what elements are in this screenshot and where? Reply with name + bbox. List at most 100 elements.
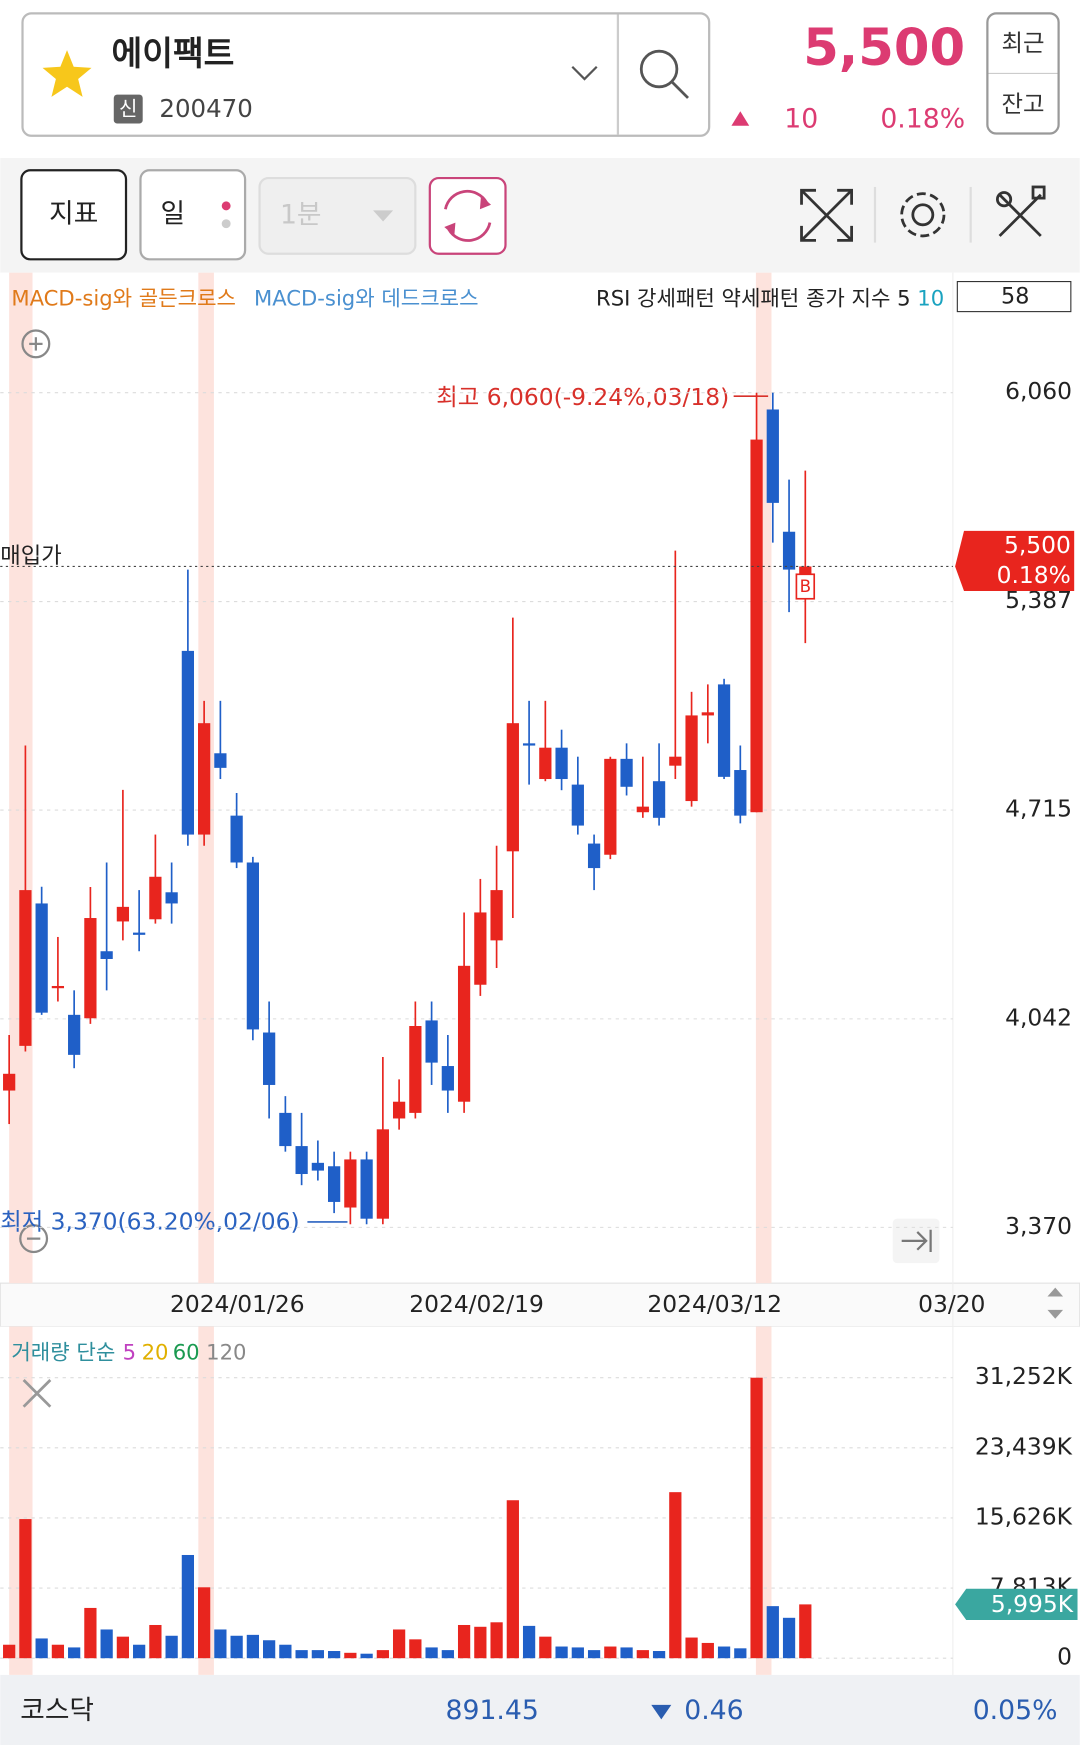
search-icon-handle (671, 81, 689, 99)
volume-bar (652, 1651, 666, 1659)
volume-bar (392, 1629, 406, 1659)
y-tick-label: 6,060 (1005, 377, 1072, 405)
volume-bar (279, 1644, 292, 1659)
candle-body (669, 756, 682, 766)
price-change: 10 (784, 104, 818, 135)
volume-bar (133, 1644, 146, 1659)
volume-bar (799, 1604, 812, 1659)
volume-legend-120: 120 (206, 1339, 246, 1364)
candle-body (3, 1073, 16, 1091)
dot (221, 219, 231, 229)
y-tick-label: 15,626K (975, 1502, 1073, 1530)
volume-bar (474, 1626, 487, 1659)
current-price-label: 5,500 (1004, 531, 1071, 559)
current-price: 5,500 (803, 18, 965, 78)
volume-bar (766, 1606, 779, 1659)
current-volume-label: 5,995K (991, 1590, 1074, 1618)
candle-body (750, 439, 763, 813)
candle-body (392, 1101, 406, 1119)
down-triangle (651, 1704, 672, 1720)
candle-body (246, 862, 259, 1030)
candle-body (116, 906, 130, 922)
pattern-band (9, 272, 33, 1284)
candle-body (766, 409, 779, 503)
candle-body (344, 1159, 357, 1208)
candle-body (360, 1159, 373, 1219)
candle-body (506, 723, 519, 852)
volume-bar (555, 1646, 568, 1659)
volume-legend-5: 5 (123, 1339, 136, 1364)
volume-bar (100, 1629, 113, 1659)
candle-body (734, 770, 747, 816)
volume-legend-60: 60 (173, 1339, 200, 1364)
y-tick-label: 4,042 (1005, 1003, 1072, 1031)
volume-bar (701, 1642, 714, 1659)
market-index: 891.45 (445, 1695, 538, 1726)
candle-body (539, 747, 552, 780)
candle-body (441, 1066, 454, 1091)
candle-body (701, 712, 714, 716)
refresh-button[interactable] (428, 176, 507, 255)
volume-bar (165, 1635, 178, 1659)
volume-legend: 거래량 단순 (11, 1339, 115, 1364)
search-box[interactable] (21, 12, 711, 137)
candle-body (522, 743, 536, 746)
low-annotation: 최저 3,370(63.20%,02/06) (0, 1208, 299, 1236)
rsi-value: 58 (1001, 284, 1029, 310)
volume-bg (0, 1326, 1080, 1675)
candle-body (685, 715, 698, 802)
market-change: 0.46 (684, 1695, 743, 1726)
indicator-label: 지표 (49, 198, 98, 229)
y-tick-label: 0 (1057, 1643, 1072, 1671)
favorite-star[interactable] (42, 50, 92, 97)
dot (221, 201, 231, 211)
change-rate: 0.18% (880, 104, 965, 135)
purchase-marker: B (800, 577, 811, 596)
candle-body (311, 1162, 324, 1171)
candle-body (620, 758, 633, 787)
x-tick-label: 03/20 (918, 1290, 985, 1318)
indicator-button[interactable] (20, 169, 128, 261)
volume-bar (782, 1617, 796, 1659)
tools-icon[interactable] (996, 185, 1046, 237)
x-tick-label: 2024/01/26 (170, 1290, 305, 1318)
candle-body (198, 723, 211, 835)
rsi-value-box (956, 281, 1072, 313)
zoom-in-icon[interactable] (21, 329, 51, 359)
legend-dead: MACD-sig와 데드크로스 (254, 285, 479, 310)
settings-icon[interactable] (900, 192, 946, 238)
current-price-tag (955, 530, 1075, 591)
close-icon[interactable] (22, 1378, 52, 1408)
dropdown-icon[interactable] (571, 65, 598, 81)
zoom-out-icon[interactable] (19, 1224, 49, 1254)
volume-bar (246, 1634, 259, 1659)
volume-bar (3, 1644, 16, 1659)
volume-bar (571, 1647, 584, 1659)
volume-bar (587, 1650, 601, 1659)
candle-body (717, 684, 731, 777)
candle-body (376, 1129, 389, 1219)
scroll-down[interactable] (1047, 1309, 1064, 1319)
recent-button[interactable]: 최근 (1001, 29, 1044, 57)
footer-bg (0, 1674, 1080, 1745)
x-tick-label: 2024/03/12 (647, 1290, 782, 1318)
balance-button[interactable]: 잔고 (1001, 90, 1044, 118)
rsi-legend-period: 10 (917, 285, 944, 310)
search-icon[interactable] (639, 49, 679, 89)
volume-bar (84, 1607, 97, 1659)
candle-body (35, 903, 48, 1013)
dropdown-icon (373, 210, 394, 222)
expand-icon[interactable] (800, 188, 853, 242)
volume-bar (360, 1653, 373, 1659)
badge: 신 (119, 97, 137, 121)
period-button[interactable] (139, 169, 247, 261)
volume-bar (311, 1650, 324, 1659)
candle-body (165, 892, 178, 904)
scroll-up[interactable] (1047, 1287, 1064, 1297)
candle-body (425, 1020, 438, 1063)
volume-bar (734, 1648, 747, 1659)
minute-label: 1분 (280, 199, 322, 230)
y-tick-label: 4,715 (1005, 795, 1072, 823)
x-tick-label: 2024/02/19 (409, 1290, 544, 1318)
candle-body (19, 890, 32, 1046)
